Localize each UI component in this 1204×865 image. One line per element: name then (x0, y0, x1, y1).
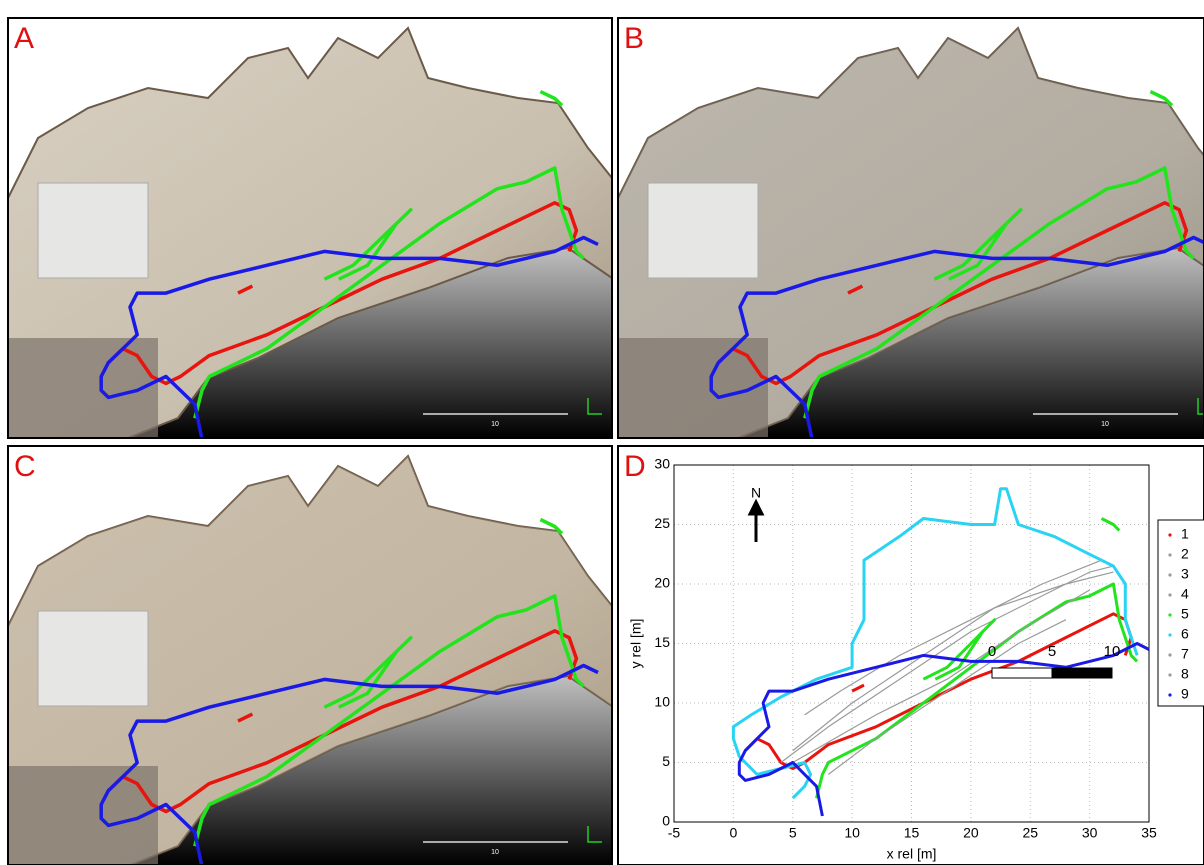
scale-bar-black (1051, 667, 1113, 679)
plot-frame (673, 464, 1150, 823)
scale-label: 10 (1101, 421, 1109, 428)
legend-label: 2 (1181, 546, 1189, 562)
series-line (737, 642, 1150, 817)
series-line (804, 559, 1102, 716)
legend-label: 9 (1181, 686, 1189, 702)
x-tick-label: -5 (668, 825, 681, 841)
panel-border (7, 445, 613, 865)
x-tick-label: 25 (1022, 825, 1038, 841)
x-tick-label: 15 (904, 825, 920, 841)
photo-track (193, 90, 585, 419)
photo-track (99, 235, 599, 438)
panel-label: B (624, 22, 644, 55)
photo-track (99, 663, 599, 865)
photo-panel: 10 (8, 446, 612, 865)
legend-box (1157, 519, 1204, 707)
panel-label: A (14, 22, 34, 55)
scale-bar-white (991, 667, 1053, 679)
photo-panel: 10 (8, 18, 612, 438)
legend-marker (1168, 633, 1172, 637)
legend-marker (1168, 593, 1172, 597)
x-tick-label: 0 (729, 825, 737, 841)
series-line (731, 487, 1139, 800)
x-axis-label: x rel [m] (887, 846, 937, 862)
legend-label: 4 (1181, 586, 1189, 602)
scale-label: 10 (491, 849, 499, 856)
series-line (780, 565, 1114, 763)
rock-surface (8, 454, 612, 865)
scale-label: 10 (491, 421, 499, 428)
y-tick-label: 15 (654, 634, 670, 650)
x-tick-label: 20 (963, 825, 979, 841)
stone-block (647, 182, 759, 279)
series-line (828, 619, 1067, 775)
y-tick-label: 0 (662, 813, 670, 829)
scale-bar-label: 0 (988, 643, 996, 660)
plot-area (674, 465, 1149, 822)
y-tick-label: 30 (654, 456, 670, 472)
x-tick-label: 5 (789, 825, 797, 841)
scale-bar-label: 5 (1048, 643, 1056, 660)
stone-block (37, 182, 149, 279)
rock-tint (618, 28, 1204, 438)
legend-marker (1168, 573, 1172, 577)
x-tick-label: 35 (1141, 825, 1157, 841)
y-tick-label: 25 (654, 515, 670, 531)
x-tick-label: 30 (1082, 825, 1098, 841)
panel-label: C (14, 450, 36, 483)
x-tick-label: 10 (844, 825, 860, 841)
photo-track (193, 517, 585, 847)
y-tick-label: 20 (654, 575, 670, 591)
north-label: N (751, 485, 761, 501)
rock-tint (8, 456, 612, 865)
legend-marker (1168, 613, 1172, 617)
stone-block (37, 610, 149, 707)
panel-label: D (624, 450, 646, 483)
legend-label: 1 (1181, 526, 1189, 542)
photo-track (803, 90, 1195, 419)
photo-panel: 10 (618, 18, 1204, 438)
y-tick-label: 10 (654, 694, 670, 710)
scale-bar-label: 10 (1104, 643, 1121, 660)
rock-surface (8, 26, 612, 438)
legend-marker (1168, 673, 1172, 677)
legend-marker (1168, 653, 1172, 657)
legend-label: 8 (1181, 666, 1189, 682)
legend-label: 5 (1181, 606, 1189, 622)
legend-marker (1168, 693, 1172, 697)
legend-label: 6 (1181, 626, 1189, 642)
axis-glyph (587, 826, 602, 843)
legend-marker (1168, 533, 1172, 537)
north-arrow (747, 498, 765, 542)
y-tick-label: 5 (662, 753, 670, 769)
legend-label: 3 (1181, 566, 1189, 582)
legend-label: 7 (1181, 646, 1189, 662)
rock-surface (618, 26, 1204, 438)
panel-border (617, 17, 1204, 439)
panel-border (7, 17, 613, 439)
series-line (792, 571, 1114, 752)
photo-track (709, 235, 1204, 438)
axis-glyph (587, 398, 602, 415)
axis-glyph (1197, 398, 1204, 415)
legend-marker (1168, 553, 1172, 557)
y-axis-label: y rel [m] (628, 619, 644, 669)
series-line (792, 589, 1090, 764)
